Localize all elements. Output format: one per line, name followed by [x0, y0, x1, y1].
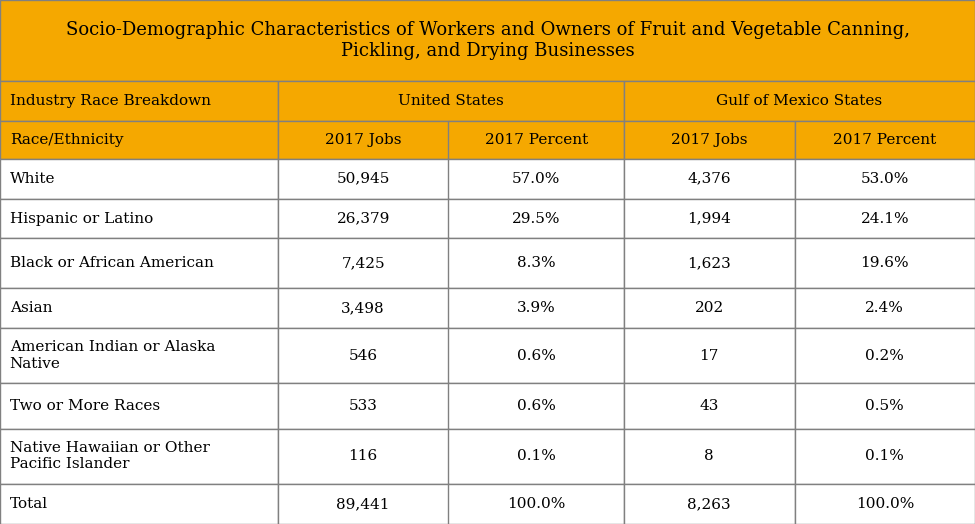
Text: 24.1%: 24.1% — [861, 212, 909, 225]
Bar — [795, 238, 975, 288]
Text: Native Hawaiian or Other
Pacific Islander: Native Hawaiian or Other Pacific Islande… — [10, 441, 210, 472]
Bar — [0, 328, 278, 384]
Bar — [0, 0, 975, 82]
Bar — [0, 199, 278, 238]
Bar — [624, 484, 795, 524]
Text: 89,441: 89,441 — [336, 497, 390, 511]
Bar — [795, 328, 975, 384]
Bar — [624, 328, 795, 384]
Text: White: White — [10, 172, 56, 185]
Text: 8,263: 8,263 — [687, 497, 731, 511]
Text: 1,994: 1,994 — [687, 212, 731, 225]
Bar — [0, 159, 278, 199]
Bar — [795, 384, 975, 429]
Bar — [448, 199, 624, 238]
Text: United States: United States — [398, 94, 504, 108]
Text: 100.0%: 100.0% — [507, 497, 566, 511]
Text: 4,376: 4,376 — [687, 172, 731, 185]
Text: 0.1%: 0.1% — [866, 450, 904, 463]
Bar — [278, 384, 449, 429]
Bar — [624, 82, 975, 121]
Text: 0.5%: 0.5% — [866, 399, 904, 413]
Bar — [624, 238, 795, 288]
Bar — [624, 384, 795, 429]
Bar — [0, 238, 278, 288]
Text: 8: 8 — [705, 450, 714, 463]
Text: Hispanic or Latino: Hispanic or Latino — [10, 212, 153, 225]
Bar — [795, 429, 975, 484]
Text: 57.0%: 57.0% — [512, 172, 561, 185]
Bar — [448, 288, 624, 328]
Bar — [448, 121, 624, 159]
Text: 26,379: 26,379 — [336, 212, 390, 225]
Text: 17: 17 — [700, 348, 719, 363]
Text: Race/Ethnicity: Race/Ethnicity — [10, 133, 123, 147]
Bar — [278, 328, 449, 384]
Text: 0.1%: 0.1% — [517, 450, 556, 463]
Text: 7,425: 7,425 — [341, 256, 385, 270]
Bar — [0, 484, 278, 524]
Text: Total: Total — [10, 497, 48, 511]
Bar — [624, 121, 795, 159]
Bar — [278, 288, 449, 328]
Bar — [278, 82, 624, 121]
Text: 3,498: 3,498 — [341, 301, 385, 315]
Bar — [0, 384, 278, 429]
Bar — [795, 159, 975, 199]
Text: 29.5%: 29.5% — [512, 212, 561, 225]
Text: 8.3%: 8.3% — [517, 256, 556, 270]
Bar — [624, 429, 795, 484]
Bar — [448, 328, 624, 384]
Bar — [0, 429, 278, 484]
Text: Asian: Asian — [10, 301, 53, 315]
Bar — [0, 82, 278, 121]
Text: 546: 546 — [349, 348, 377, 363]
Bar — [795, 484, 975, 524]
Bar — [278, 159, 449, 199]
Bar — [0, 121, 278, 159]
Text: Gulf of Mexico States: Gulf of Mexico States — [717, 94, 882, 108]
Text: 2.4%: 2.4% — [866, 301, 904, 315]
Bar — [624, 159, 795, 199]
Text: 43: 43 — [700, 399, 719, 413]
Bar — [448, 159, 624, 199]
Text: 19.6%: 19.6% — [861, 256, 909, 270]
Text: 116: 116 — [348, 450, 377, 463]
Bar — [795, 121, 975, 159]
Text: Socio-Demographic Characteristics of Workers and Owners of Fruit and Vegetable C: Socio-Demographic Characteristics of Wor… — [65, 21, 910, 60]
Text: Two or More Races: Two or More Races — [10, 399, 160, 413]
Text: 2017 Jobs: 2017 Jobs — [671, 133, 748, 147]
Bar — [278, 484, 449, 524]
Text: 50,945: 50,945 — [336, 172, 390, 185]
Text: 100.0%: 100.0% — [856, 497, 914, 511]
Text: 0.6%: 0.6% — [517, 399, 556, 413]
Text: 53.0%: 53.0% — [861, 172, 909, 185]
Text: 0.2%: 0.2% — [866, 348, 904, 363]
Bar — [795, 288, 975, 328]
Bar — [278, 238, 449, 288]
Text: Industry Race Breakdown: Industry Race Breakdown — [10, 94, 211, 108]
Bar — [448, 238, 624, 288]
Text: 2017 Percent: 2017 Percent — [834, 133, 936, 147]
Bar — [278, 199, 449, 238]
Text: Black or African American: Black or African American — [10, 256, 214, 270]
Bar — [0, 288, 278, 328]
Text: American Indian or Alaska
Native: American Indian or Alaska Native — [10, 341, 215, 370]
Text: 202: 202 — [694, 301, 723, 315]
Text: 3.9%: 3.9% — [517, 301, 556, 315]
Bar — [278, 429, 449, 484]
Text: 533: 533 — [349, 399, 377, 413]
Text: 2017 Percent: 2017 Percent — [485, 133, 588, 147]
Text: 2017 Jobs: 2017 Jobs — [325, 133, 402, 147]
Bar — [624, 199, 795, 238]
Bar — [448, 484, 624, 524]
Text: 1,623: 1,623 — [687, 256, 731, 270]
Text: 0.6%: 0.6% — [517, 348, 556, 363]
Bar — [448, 429, 624, 484]
Bar — [624, 288, 795, 328]
Bar — [448, 384, 624, 429]
Bar — [278, 121, 449, 159]
Bar — [795, 199, 975, 238]
